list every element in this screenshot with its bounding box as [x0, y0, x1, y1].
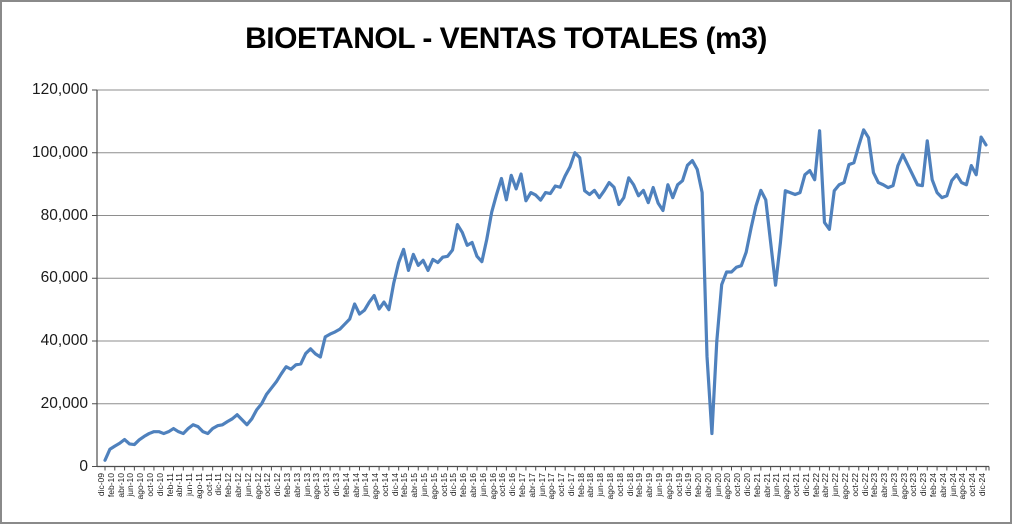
chart-title: BIOETANOL - VENTAS TOTALES (m3): [245, 22, 767, 55]
y-tick-label: 0: [79, 457, 88, 475]
y-tick-label: 20,000: [40, 394, 88, 412]
data-line-ventas-totales: [103, 128, 988, 462]
y-tick-label: 80,000: [40, 206, 88, 224]
x-tick-label: dic-24: [977, 473, 987, 497]
y-tick-label: 100,000: [31, 143, 88, 161]
y-tick-label: 60,000: [40, 269, 88, 287]
y-tick-label: 120,000: [31, 81, 88, 98]
y-tick-label: 40,000: [40, 332, 88, 349]
